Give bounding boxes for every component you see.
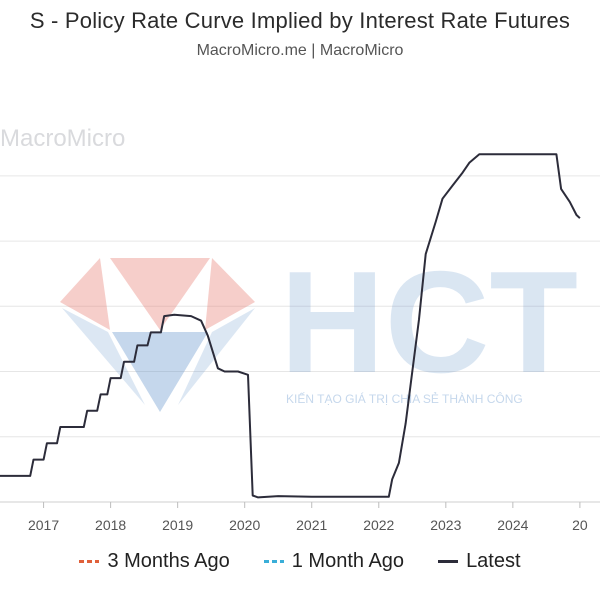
gridlines	[0, 175, 600, 438]
macromicro-watermark: MacroMicro	[0, 125, 125, 152]
x-tick-label: 2018	[95, 517, 126, 533]
x-tick-label: 2020	[229, 517, 260, 533]
legend-swatch-1-month-ago	[263, 560, 284, 563]
legend-item-1-month-ago[interactable]: 1 Month Ago	[263, 550, 405, 573]
legend-swatch-3-months-ago	[79, 560, 100, 563]
x-tick-label: 2024	[497, 517, 528, 533]
x-axis-ticks: 2017 2018 2019 2020 2021 2022 2023 2024 20	[28, 502, 588, 533]
legend-label-1-month-ago: 1 Month Ago	[291, 550, 405, 572]
legend-item-3-months-ago[interactable]: 3 Months Ago	[79, 550, 230, 573]
x-tick-label: 20	[572, 517, 588, 533]
hct-watermark: HCT	[280, 241, 578, 403]
x-tick-label: 2023	[430, 517, 461, 533]
legend: 3 Months Ago 1 Month Ago Latest	[0, 550, 600, 573]
legend-item-latest[interactable]: Latest	[438, 550, 521, 573]
x-tick-label: 2019	[162, 517, 193, 533]
hct-tagline-watermark: KIẾN TẠO GIÁ TRỊ CHIA SẺ THÀNH CÔNG	[286, 391, 523, 406]
watermark-group: MacroMicro HCT KIẾN TẠO GIÁ TRỊ CHIA SẺ …	[0, 125, 578, 412]
series-line-latest	[0, 153, 581, 499]
legend-label-latest: Latest	[466, 550, 521, 572]
series-group	[0, 153, 581, 499]
x-tick-label: 2017	[28, 517, 59, 533]
chart-title: S - Policy Rate Curve Implied by Interes…	[29, 8, 571, 33]
hct-diamond-logo	[60, 258, 255, 412]
x-tick-label: 2021	[296, 517, 327, 533]
legend-swatch-latest	[438, 560, 459, 563]
chart-subtitle: MacroMicro.me | MacroMicro	[196, 42, 404, 59]
legend-label-3-months-ago: 3 Months Ago	[107, 550, 230, 572]
x-tick-label: 2022	[363, 517, 394, 533]
